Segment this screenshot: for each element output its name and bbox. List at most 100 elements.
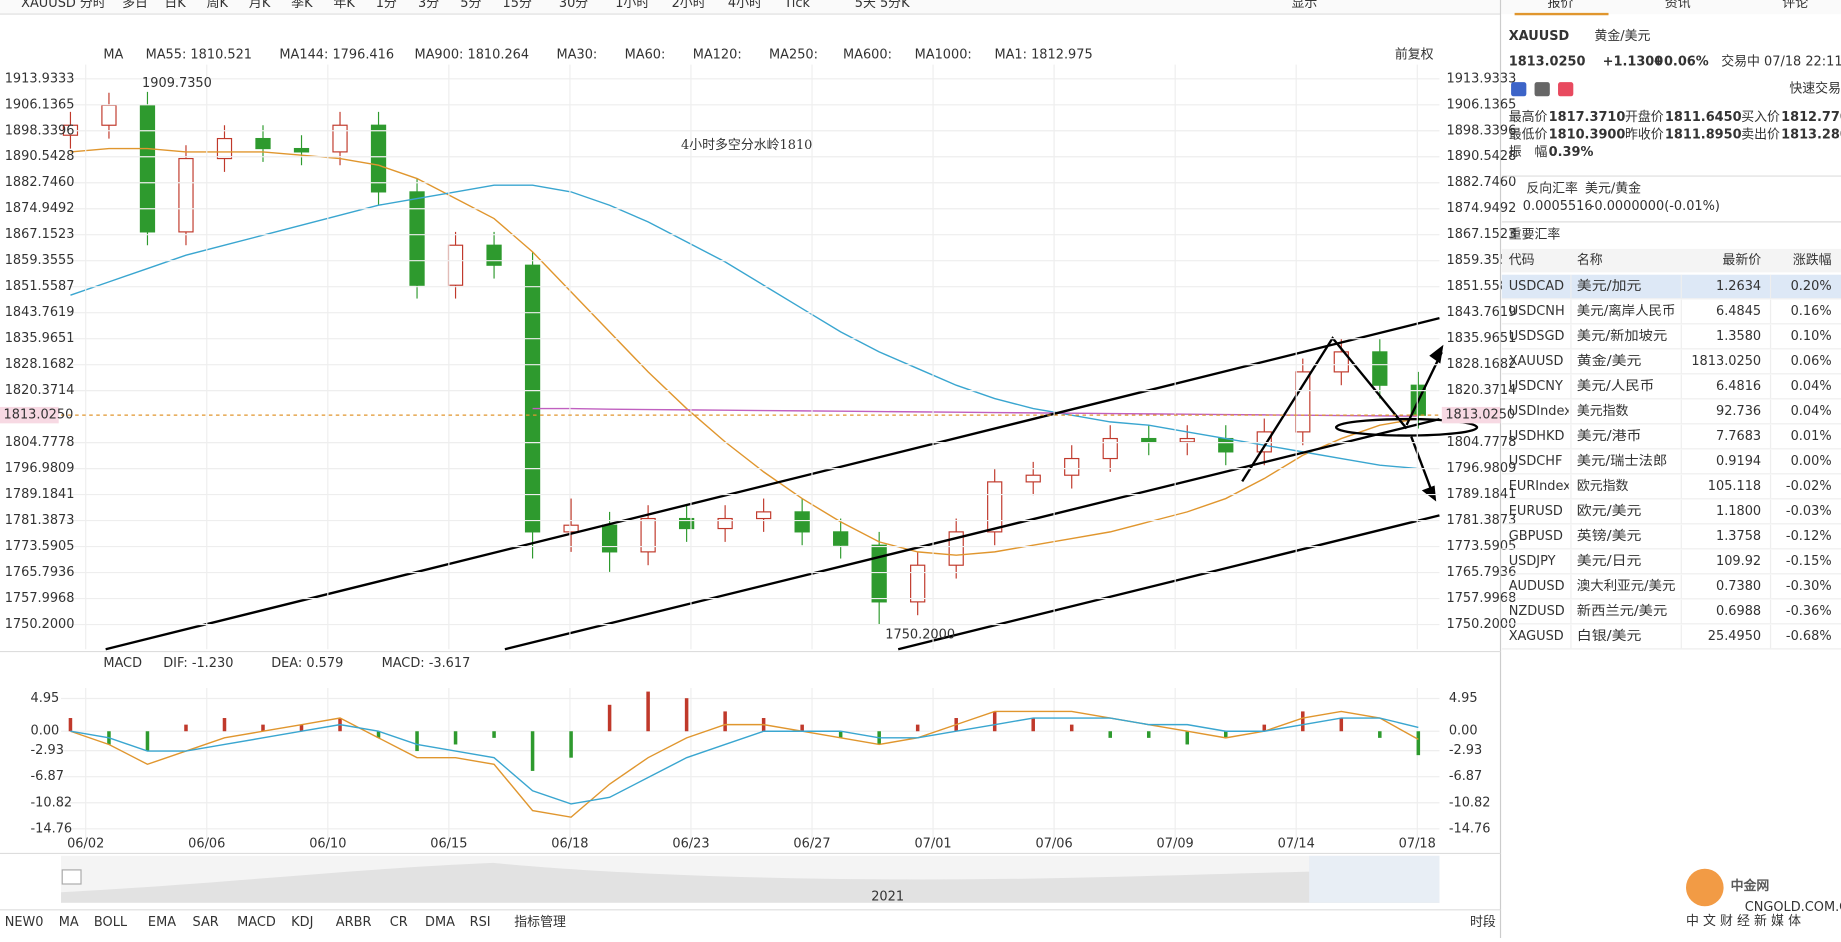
period-tab[interactable]: 4小时 — [728, 0, 762, 11]
icon-button[interactable] — [1511, 82, 1527, 97]
rate-row[interactable]: USDCHF 美元/瑞士法郎 0.9194 0.00% — [1509, 454, 1832, 469]
y-tick-label: 1906.1365 — [5, 97, 75, 112]
period-tab[interactable]: 季K — [291, 0, 313, 11]
reverse-label: 反向汇率 — [1526, 181, 1578, 197]
icon-button[interactable] — [1534, 82, 1550, 97]
period-button[interactable]: 时段 — [1470, 915, 1496, 930]
panel-tab[interactable]: 资讯 — [1665, 0, 1691, 11]
period-tab[interactable]: 多日 — [122, 0, 148, 11]
indicator-tab[interactable]: MA — [59, 915, 79, 930]
ma-legend[interactable]: MA600: — [843, 48, 892, 63]
indicator-tab[interactable]: BOLL — [94, 915, 128, 930]
indicator-tab[interactable]: KDJ — [291, 915, 313, 930]
rate-row[interactable]: XAUUSD 黄金/美元 1813.0250 0.06% — [1509, 353, 1832, 369]
y-tick-label: 1874.9492 — [5, 201, 75, 216]
panel-tab[interactable]: 评论 — [1782, 0, 1808, 11]
macd-bar — [1031, 718, 1035, 732]
rate-row[interactable]: USDIndex 美元指数 92.736 0.04% — [1509, 404, 1832, 419]
indicator-tab[interactable]: 指标管理 — [514, 915, 566, 930]
navigator-handle[interactable] — [61, 869, 82, 885]
indicator-tab[interactable]: EMA — [148, 915, 176, 930]
period-tab[interactable]: 2小时 — [672, 0, 706, 11]
ma-legend[interactable]: MA55: 1810.521 — [146, 48, 252, 63]
ma-legend[interactable]: MA60: — [625, 48, 666, 63]
macd-legend[interactable]: MACD — [103, 656, 142, 671]
rate-row[interactable]: USDHKD 美元/港币 7.7683 0.01% — [1509, 429, 1832, 444]
candle-body — [332, 124, 348, 153]
navigator-window[interactable] — [1309, 855, 1440, 903]
indicator-tab[interactable]: DMA — [425, 915, 455, 930]
period-tab[interactable]: 周K — [207, 0, 229, 11]
candle-body — [756, 511, 772, 520]
panel-tab[interactable]: 报价 — [1547, 0, 1573, 11]
watermark-site: CNGOLD.COM.CN — [1745, 900, 1841, 915]
rate-name: 美元/新加坡元 — [1577, 328, 1667, 344]
period-tab[interactable]: Tick — [783, 0, 810, 11]
period-tab[interactable]: 分时 — [80, 0, 106, 11]
ma-legend[interactable]: MA144: 1796.416 — [279, 48, 394, 63]
period-tab[interactable]: 1小时 — [615, 0, 649, 11]
rate-row[interactable]: XAGUSD 白银/美元 25.4950 -0.68% — [1509, 628, 1832, 644]
indicator-tab[interactable]: ARBR — [336, 915, 372, 930]
macd-bar — [530, 731, 535, 771]
macd-legend[interactable]: DEA: 0.579 — [271, 656, 343, 671]
indicator-tab[interactable]: CR — [390, 915, 408, 930]
indicator-tab[interactable]: NEW0 — [5, 915, 44, 930]
ma-legend[interactable]: MA120: — [693, 48, 742, 63]
rate-name: 黄金/美元 — [1577, 353, 1642, 369]
rate-change: 0.04% — [1791, 404, 1832, 419]
ma-legend[interactable]: MA — [103, 48, 123, 63]
rate-row[interactable]: EURUSD 欧元/美元 1.1800 -0.03% — [1509, 504, 1832, 519]
reverse-value: 0.0005516 — [1523, 199, 1593, 214]
period-tab[interactable]: 15分 — [503, 0, 532, 11]
rate-row[interactable]: USDSGD 美元/新加坡元 1.3580 0.10% — [1509, 328, 1832, 344]
macd-bar — [222, 718, 227, 732]
rate-name: 美元指数 — [1577, 404, 1629, 419]
rate-row[interactable]: USDCNH 美元/离岸人民币 6.4845 0.16% — [1509, 303, 1832, 319]
indicator-tab[interactable]: RSI — [470, 915, 491, 930]
macd-bar — [1146, 731, 1151, 738]
rate-row[interactable]: GBPUSD 英镑/美元 1.3758 -0.12% — [1509, 528, 1832, 544]
ma-legend[interactable]: MA900: 1810.264 — [414, 48, 529, 63]
indicator-tab[interactable]: MACD — [237, 915, 276, 930]
y-tick-label: 1851.5587 — [5, 279, 75, 294]
rate-row[interactable]: USDCNY 美元/人民币 6.4816 0.04% — [1509, 379, 1832, 394]
macd-bar — [1185, 731, 1190, 745]
rate-price: 105.118 — [1708, 479, 1761, 494]
candle-body — [910, 564, 926, 603]
macd-bar — [800, 724, 804, 732]
icon-button[interactable] — [1558, 82, 1574, 97]
rate-row[interactable]: EURIndex 欧元指数 105.118 -0.02% — [1509, 479, 1832, 494]
rate-name: 澳大利亚元/美元 — [1577, 578, 1676, 594]
rate-row[interactable]: NZDUSD 新西兰元/美元 0.6988 -0.36% — [1509, 603, 1832, 619]
period-tab[interactable]: 日K — [164, 0, 186, 11]
ma-legend[interactable]: MA250: — [769, 48, 818, 63]
macd-legend[interactable]: DIF: -1.230 — [163, 656, 233, 671]
display-menu[interactable]: 显示 — [1292, 0, 1318, 11]
y-tick-label: 1750.2000 — [1446, 617, 1516, 632]
rate-row[interactable]: USDJPY 美元/日元 109.92 -0.15% — [1509, 554, 1832, 569]
ma-legend[interactable]: MA30: — [557, 48, 598, 63]
rate-row[interactable]: AUDUSD 澳大利亚元/美元 0.7380 -0.30% — [1509, 578, 1832, 594]
period-tab[interactable]: 年K — [333, 0, 355, 11]
y-tick-label: 1882.7460 — [1446, 175, 1516, 190]
macd-legend[interactable]: MACD: -3.617 — [382, 656, 471, 671]
restore-button[interactable]: 前复权 — [1395, 47, 1434, 63]
indicator-tab[interactable]: SAR — [193, 915, 219, 930]
y-tick-label: 1890.5428 — [5, 149, 75, 164]
ma-legend[interactable]: MA1: 1812.975 — [994, 48, 1092, 63]
candle-body — [948, 531, 964, 566]
macd-bar — [453, 731, 458, 745]
rate-row[interactable]: USDCAD 美元/加元 1.2634 0.20% — [1509, 279, 1832, 294]
period-tab[interactable]: 月K — [249, 0, 271, 11]
period-tab[interactable]: 30分 — [559, 0, 588, 11]
period-tab[interactable]: 5分 — [460, 0, 481, 11]
table-header: 名称 — [1577, 252, 1603, 268]
candle-body — [563, 524, 579, 533]
fast-trade[interactable]: 快速交易 — [1789, 81, 1841, 97]
period-tab[interactable]: 5天 5分K — [855, 0, 910, 11]
ma-legend[interactable]: MA1000: — [915, 48, 972, 63]
rate-change: -0.02% — [1786, 479, 1832, 494]
period-tab[interactable]: 1分 — [376, 0, 397, 11]
period-tab[interactable]: 3分 — [418, 0, 439, 11]
